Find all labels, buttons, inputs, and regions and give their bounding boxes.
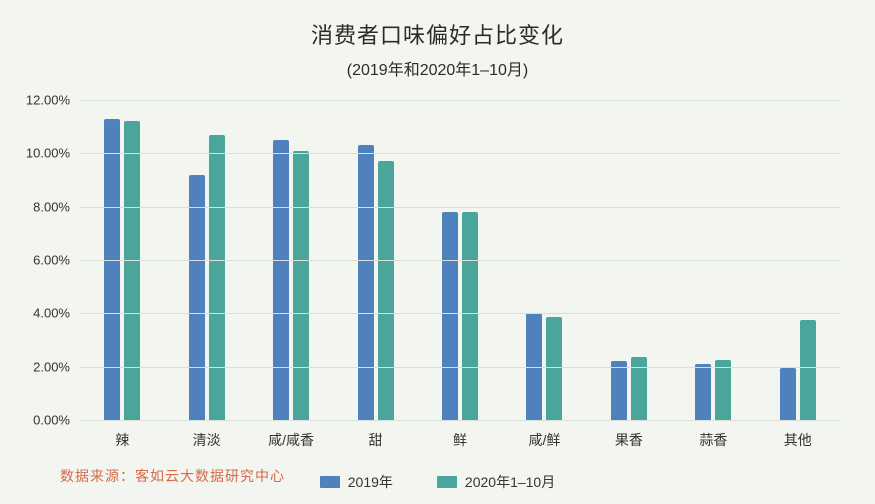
- x-tick-label: 咸/咸香: [251, 430, 331, 450]
- x-tick-label: 蒜香: [673, 430, 753, 450]
- grid-line: [80, 313, 840, 314]
- bar: [104, 119, 120, 420]
- y-tick-label: 10.00%: [10, 146, 70, 161]
- bar: [442, 212, 458, 420]
- chart-title: 消费者口味偏好占比变化: [0, 0, 875, 50]
- bar: [273, 140, 289, 420]
- bar: [189, 175, 205, 420]
- x-tick-label: 咸/鲜: [504, 430, 584, 450]
- bar: [611, 361, 627, 420]
- bar: [715, 360, 731, 420]
- bar: [358, 145, 374, 420]
- legend-swatch: [320, 476, 340, 488]
- bar: [780, 368, 796, 420]
- y-tick-label: 12.00%: [10, 93, 70, 108]
- bar: [695, 364, 711, 420]
- plot-area: 辣清淡咸/咸香甜鲜咸/鲜果香蒜香其他 0.00%2.00%4.00%6.00%8…: [80, 100, 840, 420]
- legend-swatch: [437, 476, 457, 488]
- grid-line: [80, 153, 840, 154]
- bar: [546, 317, 562, 420]
- bar: [462, 212, 478, 420]
- x-tick-label: 果香: [589, 430, 669, 450]
- legend-label: 2019年: [348, 474, 393, 490]
- y-tick-label: 2.00%: [10, 359, 70, 374]
- grid-line: [80, 260, 840, 261]
- grid-line: [80, 100, 840, 101]
- x-tick-label: 鲜: [420, 430, 500, 450]
- x-tick-label: 其他: [758, 430, 838, 450]
- grid-line: [80, 207, 840, 208]
- grid-line: [80, 367, 840, 368]
- y-tick-label: 6.00%: [10, 253, 70, 268]
- chart-container: 消费者口味偏好占比变化 (2019年和2020年1–10月) 辣清淡咸/咸香甜鲜…: [0, 0, 875, 504]
- y-tick-label: 8.00%: [10, 199, 70, 214]
- bar: [800, 320, 816, 420]
- x-tick-label: 清淡: [167, 430, 247, 450]
- y-tick-label: 0.00%: [10, 413, 70, 428]
- x-tick-label: 辣: [82, 430, 162, 450]
- legend-label: 2020年1–10月: [465, 474, 555, 490]
- bar: [124, 121, 140, 420]
- legend-item: 2019年: [320, 472, 393, 492]
- bar: [293, 151, 309, 420]
- bar: [378, 161, 394, 420]
- legend: 2019年 2020年1–10月: [0, 472, 875, 492]
- y-tick-label: 4.00%: [10, 306, 70, 321]
- chart-subtitle: (2019年和2020年1–10月): [0, 56, 875, 80]
- legend-item: 2020年1–10月: [437, 472, 555, 492]
- x-tick-label: 甜: [336, 430, 416, 450]
- grid-line: [80, 420, 840, 421]
- bar: [209, 135, 225, 420]
